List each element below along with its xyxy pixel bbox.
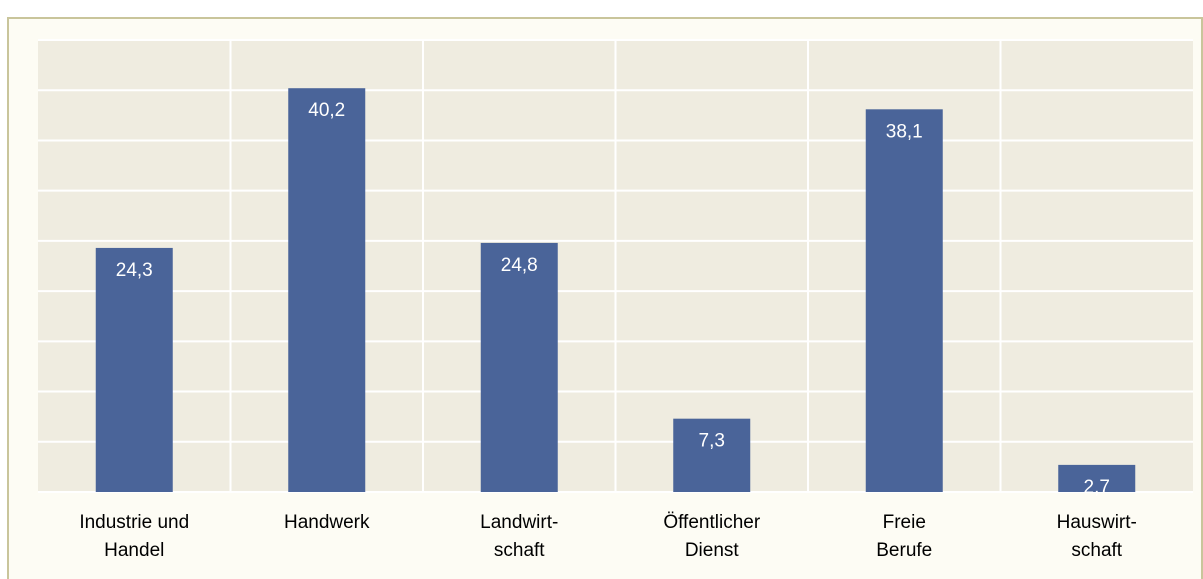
bar <box>865 109 943 492</box>
x-tick-label: Handwerk <box>284 512 370 533</box>
x-tick-label: Öffentlicher Dienst <box>663 512 760 561</box>
bar <box>480 242 558 492</box>
bar <box>1058 464 1136 492</box>
bar <box>288 88 366 493</box>
x-tick-label: Hauswirt-schaft <box>1057 512 1137 561</box>
value-label: 40,2 <box>308 100 345 121</box>
value-label: 24,8 <box>501 255 538 276</box>
bar <box>673 418 751 492</box>
value-label: 38,1 <box>886 121 923 142</box>
x-tick-label: Landwirt-schaft <box>480 512 558 561</box>
bar <box>95 247 173 492</box>
value-label: 2,7 <box>1084 477 1110 498</box>
value-label: 7,3 <box>699 431 725 452</box>
value-label: 24,3 <box>116 260 153 281</box>
x-tick-label: Freie Berufe <box>876 512 932 561</box>
x-tick-label: Industrie und Handel <box>79 512 189 561</box>
